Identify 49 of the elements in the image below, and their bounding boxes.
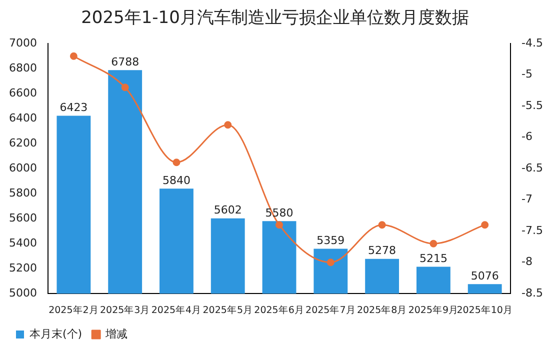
- y-tick-label: 7000: [8, 36, 37, 50]
- x-tick-label: 2025年3月: [100, 304, 150, 316]
- y-tick-label: 5600: [8, 211, 37, 224]
- point: [430, 240, 438, 248]
- point: [172, 158, 180, 166]
- y2-tick-label: -5.5: [522, 98, 544, 112]
- y-tick-label: 6200: [8, 136, 37, 150]
- y2-tick-label: -8.5: [522, 286, 544, 300]
- data-label: 5278: [368, 244, 396, 258]
- y-tick-label: 5000: [8, 286, 37, 300]
- y2-tick-label: -5: [522, 68, 533, 81]
- data-label: 5076: [470, 269, 499, 282]
- x-tick-label: 2025年8月: [356, 304, 408, 316]
- y-tick-label: 6600: [8, 86, 37, 100]
- data-label: 5215: [419, 252, 448, 266]
- x-tick-label: 2025年6月: [254, 304, 304, 316]
- y-tick-label: 6800: [8, 61, 37, 74]
- point: [481, 221, 489, 229]
- x-tick-label: 2025年2月: [48, 304, 99, 316]
- y-tick-label: 5200: [8, 261, 37, 274]
- y2-tick-label: -6: [522, 130, 533, 144]
- y2-tick-label: -6.5: [522, 161, 544, 174]
- point: [224, 121, 232, 129]
- data-label: 6788: [111, 55, 140, 68]
- point: [121, 84, 129, 92]
- data-label: 5602: [214, 204, 242, 217]
- point: [326, 258, 334, 266]
- point: [276, 221, 284, 229]
- legend-label: 增减: [104, 327, 128, 340]
- chart-title: 2025年1-10月汽车制造业亏损企业单位数月度数据: [80, 7, 470, 29]
- y-tick-label: 5800: [8, 186, 37, 200]
- data-label: 5840: [162, 174, 190, 187]
- y2-tick-label: -8: [522, 255, 533, 268]
- x-tick-label: 2025年4月: [151, 304, 202, 316]
- y-tick-label: 6000: [8, 161, 37, 174]
- point: [70, 52, 78, 60]
- point: [378, 221, 386, 229]
- y-tick-label: 6400: [8, 111, 37, 124]
- y2-tick-label: -4.5: [522, 36, 544, 50]
- x-tick-label: 2025年9月: [408, 304, 459, 316]
- data-label: 6423: [60, 101, 88, 114]
- y2-tick-label: -7: [522, 192, 533, 206]
- x-tick-label: 2025年5月: [202, 304, 253, 316]
- x-tick-label: 2025年7月: [306, 304, 356, 316]
- y-tick-label: 5400: [8, 236, 37, 250]
- legend-label: 本月末(个): [30, 327, 82, 340]
- x-tick-label: 2025年10月: [456, 304, 513, 316]
- y2-tick-label: -7.5: [522, 224, 544, 237]
- data-label: 5359: [316, 234, 345, 248]
